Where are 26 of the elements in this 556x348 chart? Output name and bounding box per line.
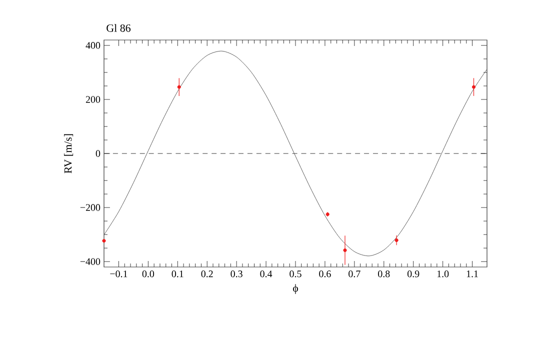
- point: [343, 248, 347, 252]
- y-tick-label: 0: [96, 150, 100, 157]
- x-tick-label: 0.8: [378, 270, 390, 278]
- x-tick-label: 0.4: [260, 270, 272, 278]
- y-tick-label: −400: [80, 258, 100, 265]
- x-tick-label: 1.0: [437, 270, 449, 278]
- x-tick-label: 1.1: [466, 270, 478, 278]
- x-tick-label: 0.3: [230, 270, 242, 278]
- y-tick-label: −200: [80, 204, 100, 211]
- line-series: [104, 50, 488, 256]
- point: [472, 85, 476, 89]
- y-tick-label: 400: [86, 42, 100, 49]
- x-tick-label: −0.1: [110, 270, 128, 278]
- y-tick-label: 200: [86, 96, 100, 103]
- point: [394, 238, 398, 242]
- point: [177, 85, 181, 89]
- x-tick-label: 0.1: [172, 270, 184, 278]
- chart-title: Gl 86: [106, 24, 131, 32]
- x-tick-label: 0.0: [142, 270, 154, 278]
- x-tick-label: 0.6: [319, 270, 331, 278]
- x-tick-label: 0.9: [408, 270, 420, 278]
- x-axis-title: ϕ: [292, 284, 298, 294]
- y-axis-title: RV [m/s]: [64, 134, 74, 174]
- x-tick-label: 0.2: [201, 270, 213, 278]
- x-tick-label: 0.5: [290, 270, 302, 278]
- x-tick-label: 0.7: [348, 270, 360, 278]
